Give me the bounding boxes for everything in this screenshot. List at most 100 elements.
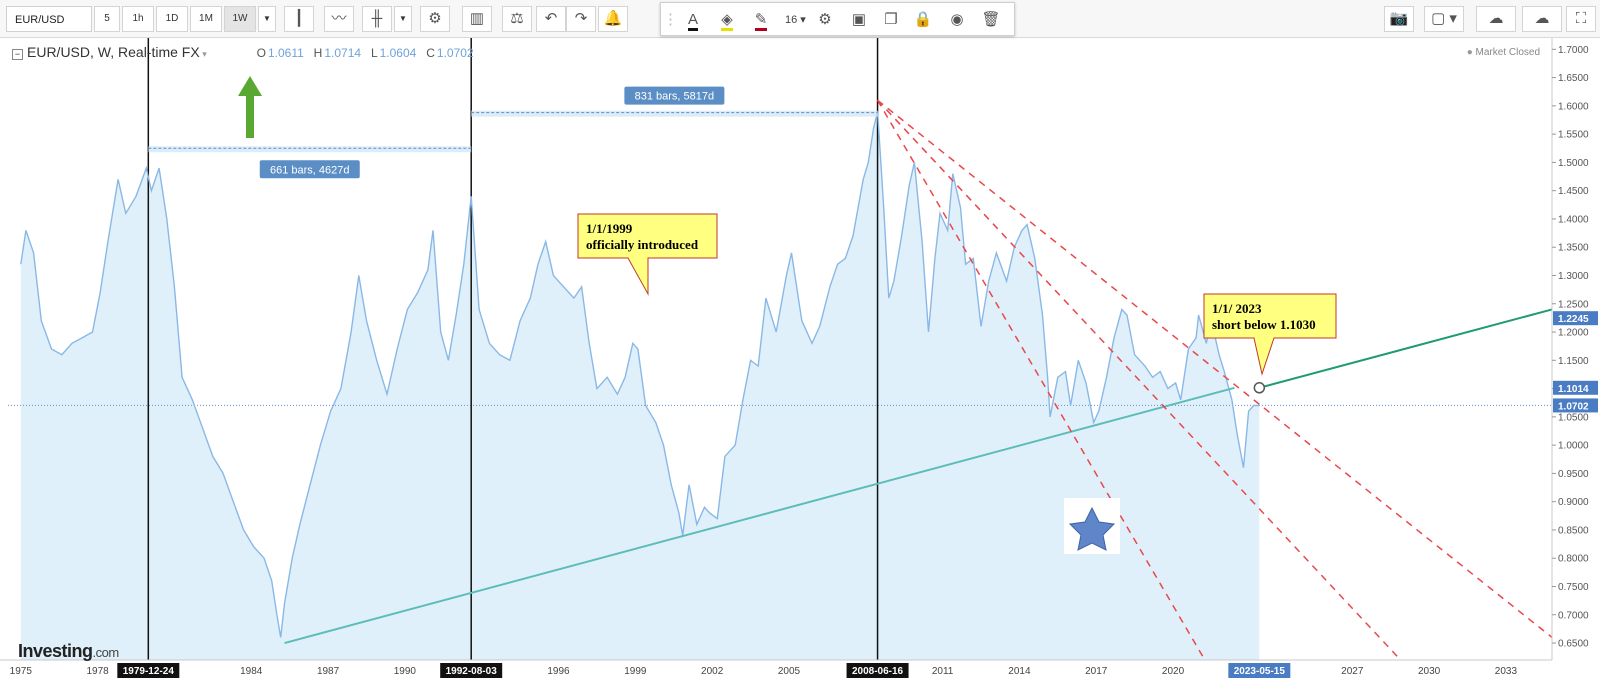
support-trendline[interactable]: [284, 386, 1235, 645]
symbol-input[interactable]: EUR/USD: [6, 6, 92, 32]
time-tick-label: 2030: [1418, 666, 1441, 677]
price-tick-label: 1.5500: [1558, 130, 1589, 141]
price-tick-label: 0.7000: [1558, 610, 1589, 621]
studies-icon[interactable]: ▥: [462, 6, 492, 32]
callout-short-signal-bubble: [1203, 293, 1337, 376]
resistance-2-trendline[interactable]: [877, 99, 1412, 672]
compare-icon[interactable]: ⚖: [502, 6, 532, 32]
load-cloud-icon[interactable]: ☁: [1476, 6, 1516, 32]
settings-icon[interactable]: ⚙: [818, 11, 832, 28]
date-marker-label-3: 2023-05-15: [1234, 666, 1286, 677]
gear-icon[interactable]: ⚙: [420, 6, 450, 32]
price-tick-label: 0.8000: [1558, 554, 1589, 565]
time-tick-label: 1990: [394, 666, 417, 677]
indicator-icon[interactable]: ╫: [362, 6, 392, 32]
range-label-box-1: [624, 86, 725, 105]
interval-1m-button[interactable]: 1M: [190, 6, 222, 32]
layer-icon[interactable]: ▣: [851, 11, 867, 28]
camera-icon[interactable]: 📷: [1384, 6, 1414, 32]
price-tick-label: 0.8500: [1558, 525, 1589, 536]
price-series-line[interactable]: [20, 111, 1260, 638]
undo-icon[interactable]: ↶: [536, 6, 566, 32]
price-tick-label: 1.3000: [1558, 271, 1589, 282]
trash-icon[interactable]: 🗑: [981, 11, 1001, 28]
price-tick-label: 1.4000: [1558, 214, 1589, 225]
time-tick-label: 2014: [1008, 666, 1031, 677]
legend-collapse-icon[interactable]: −: [12, 49, 23, 60]
price-axis-bg: [1552, 38, 1600, 660]
time-tick-label: 1987: [317, 666, 340, 677]
range-label-box-0: [259, 160, 360, 179]
high-label: H: [313, 46, 323, 60]
time-tick-label: 2033: [1495, 666, 1518, 677]
star-badge[interactable]: [1064, 498, 1120, 554]
drawing-panel: ⋮ A ◈ ✎ 16 ▾ ⚙ ▣ ❐ 🔒 ◉ 🗑: [660, 2, 1015, 36]
open-value: 1.0611: [267, 46, 304, 60]
interval-1w-button[interactable]: 1W: [224, 6, 256, 32]
clone-icon[interactable]: ❐: [884, 11, 898, 28]
font-size-select[interactable]: 16 ▾: [785, 14, 806, 26]
time-tick-label: 2017: [1085, 666, 1108, 677]
fullscreen-icon[interactable]: ⛶: [1566, 6, 1596, 32]
redo-icon[interactable]: ↷: [566, 6, 596, 32]
range-band-0: [148, 146, 472, 153]
close-label: C: [426, 46, 435, 60]
date-marker-label-0: 1979-12-24: [123, 666, 175, 677]
chart-legend: − EUR/USD, W, Real-time FX ▾ O 1.0611 H 1.0…: [12, 44, 474, 60]
save-cloud-icon[interactable]: ☁: [1522, 6, 1562, 32]
top-toolbar: EUR/USD 5 1h 1D 1M 1W ▼ ┃ 〰 ╫ ▼ ⚙ ▥ ⚖ ↶ …: [0, 0, 1600, 38]
price-tick-label: 1.4500: [1558, 186, 1589, 197]
star-icon: [1068, 506, 1116, 551]
investing-logo: Investing.com: [18, 641, 119, 661]
callout-euro-introduced-line2: officially introduced: [586, 237, 699, 252]
price-tag-box-2: [1553, 398, 1598, 413]
forecast-trendline[interactable]: [1259, 308, 1553, 389]
template-icon[interactable]: ▢ ▾: [1424, 6, 1464, 32]
price-tick-label: 0.9500: [1558, 469, 1589, 480]
resistance-1-trendline[interactable]: [876, 99, 1213, 672]
time-tick-label: 2027: [1341, 666, 1364, 677]
price-tick-label: 1.7000: [1558, 45, 1589, 56]
time-tick-label: 1984: [240, 666, 263, 677]
eye-icon[interactable]: ◉: [950, 11, 964, 28]
resistance-3-trendline[interactable]: [877, 99, 1553, 638]
interval-dropdown-button[interactable]: ▼: [258, 6, 276, 32]
price-tick-label: 1.6500: [1558, 73, 1589, 84]
time-tick-label: 1975: [10, 666, 33, 677]
date-marker-label-2: 2008-06-16: [852, 666, 904, 677]
price-tick-label: 1.0000: [1558, 441, 1589, 452]
interval-5-button[interactable]: 5: [94, 6, 120, 32]
time-tick-label: 1999: [624, 666, 647, 677]
range-band-1: [471, 110, 878, 117]
legend-title[interactable]: EUR/USD, W, Real-time FX: [27, 44, 200, 60]
range-label-0: 661 bars, 4627d: [270, 164, 350, 176]
time-axis-bg: [0, 660, 1600, 696]
indicator-dropdown-button[interactable]: ▼: [394, 6, 412, 32]
interval-1d-button[interactable]: 1D: [156, 6, 188, 32]
price-area-fill: [20, 111, 1260, 660]
alert-icon[interactable]: 🔔: [598, 6, 628, 32]
area-chart-icon[interactable]: 〰: [324, 6, 354, 32]
time-tick-label: 2011: [932, 666, 954, 677]
price-chart[interactable]: 661 bars, 4627d 831 bars, 5817d 1/1/1999of…: [0, 38, 1600, 696]
fill-color-icon[interactable]: ◈: [713, 7, 741, 33]
price-tick-label: 0.9000: [1558, 497, 1589, 508]
price-tick-label: 1.3500: [1558, 243, 1589, 254]
callout-short-signal-line1: 1/1/ 2023: [1212, 301, 1262, 316]
text-color-icon[interactable]: A: [679, 7, 707, 33]
intersection-marker[interactable]: [1253, 382, 1266, 394]
date-marker-box-2: [846, 663, 909, 678]
line-color-icon[interactable]: ✎: [747, 7, 775, 33]
price-tag-label-0: 1.2245: [1558, 314, 1589, 325]
lock-icon[interactable]: 🔒: [913, 11, 933, 28]
price-tick-label: 1.2500: [1558, 299, 1589, 310]
price-tag-box-0: [1553, 311, 1598, 326]
interval-1h-button[interactable]: 1h: [122, 6, 154, 32]
drag-handle-icon[interactable]: ⋮: [663, 11, 678, 28]
candles-icon[interactable]: ┃: [284, 6, 314, 32]
time-tick-label: 1978: [86, 666, 109, 677]
time-tick-label: 2002: [701, 666, 724, 677]
callout-euro-introduced-line1: 1/1/1999: [586, 221, 633, 236]
